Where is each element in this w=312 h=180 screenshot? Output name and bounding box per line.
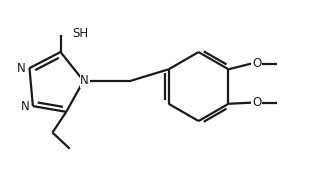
Text: O: O bbox=[252, 96, 261, 109]
Text: SH: SH bbox=[72, 27, 88, 40]
Text: N: N bbox=[80, 74, 89, 87]
Text: N: N bbox=[21, 100, 29, 113]
Text: O: O bbox=[252, 57, 261, 70]
Text: N: N bbox=[17, 62, 26, 75]
